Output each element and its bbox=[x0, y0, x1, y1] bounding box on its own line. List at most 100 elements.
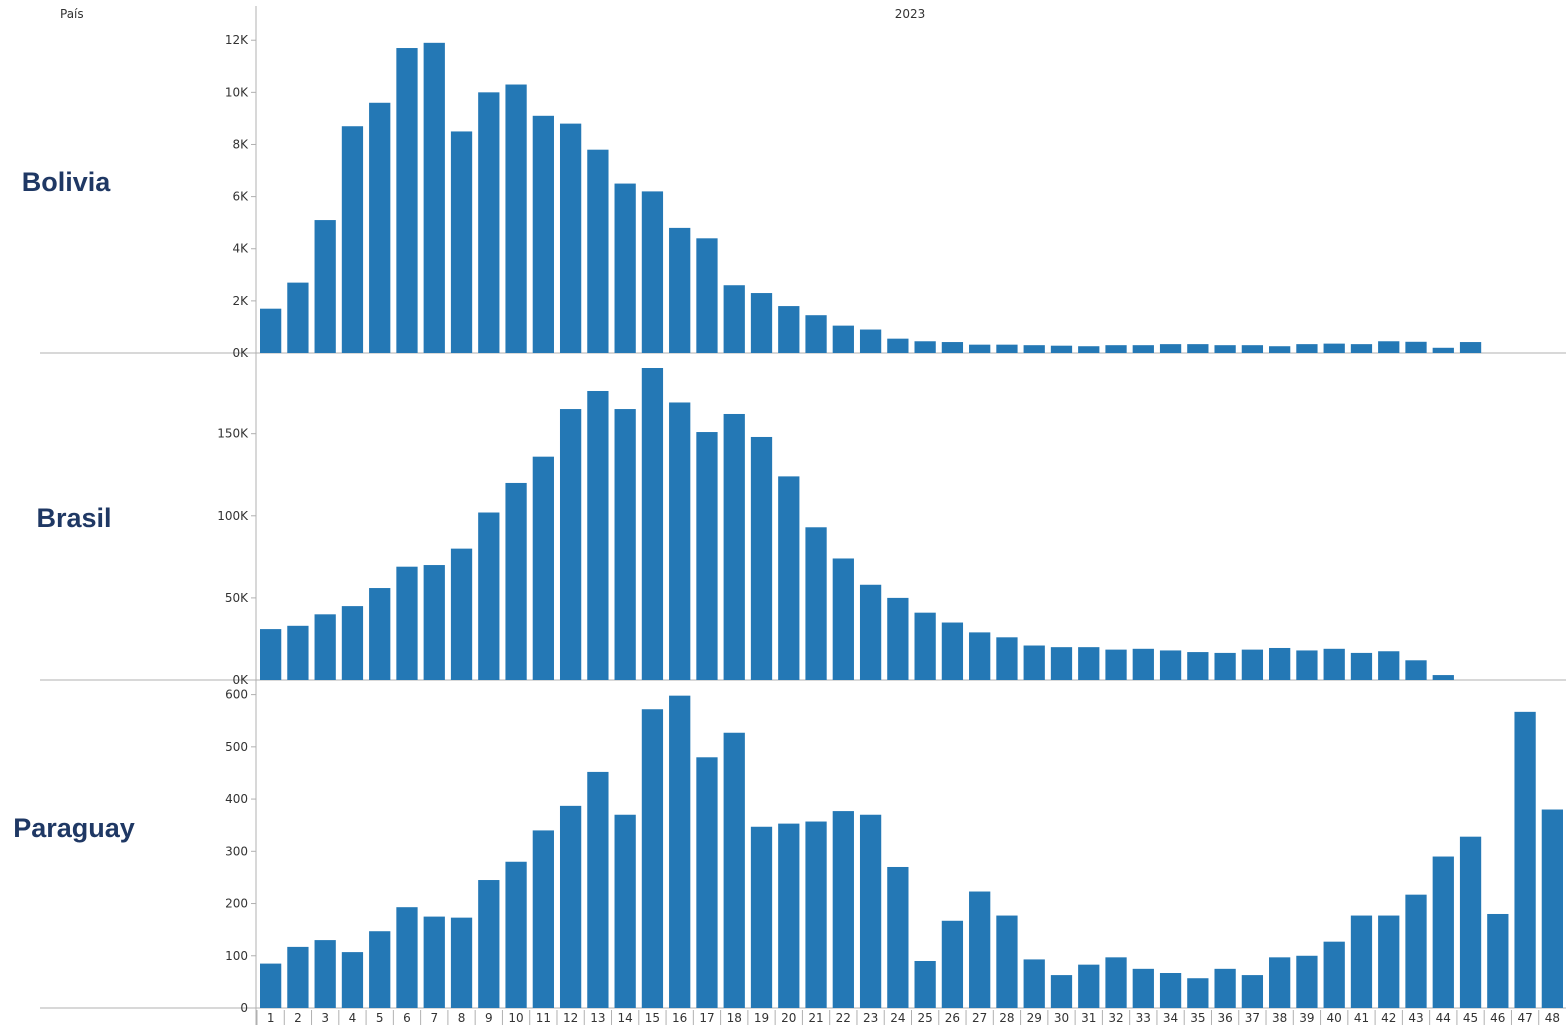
bar-brasil-week-23 bbox=[859, 584, 882, 680]
y-tick-label: 200 bbox=[225, 897, 248, 911]
x-tick-label: 5 bbox=[376, 1011, 384, 1025]
bar-paraguay-week-48 bbox=[1541, 809, 1563, 1008]
chart-panels: Bolivia 0K 2K 4K 6K 8K 10K 12K Brasil 0K 50K 100K 15… bbox=[13, 33, 1566, 1015]
bar-brasil-week-33 bbox=[1132, 648, 1154, 680]
bar-bolivia-week-4 bbox=[341, 126, 364, 353]
x-tick-label: 24 bbox=[890, 1011, 905, 1025]
bar-brasil-week-43 bbox=[1405, 660, 1427, 680]
y-tick-label: 150K bbox=[217, 427, 249, 441]
bar-bolivia-week-13 bbox=[587, 149, 609, 353]
row-field-header: País bbox=[60, 7, 84, 21]
y-tick-label: 300 bbox=[225, 844, 248, 858]
bar-bolivia-week-14 bbox=[614, 183, 636, 353]
bar-brasil-week-35 bbox=[1187, 652, 1209, 680]
bar-paraguay-week-11 bbox=[532, 830, 554, 1008]
bar-bolivia-week-3 bbox=[314, 220, 336, 353]
bar-brasil-week-24 bbox=[887, 597, 909, 680]
x-tick-label: 11 bbox=[536, 1011, 551, 1025]
y-tick-label: 50K bbox=[225, 591, 249, 605]
bar-brasil-week-10 bbox=[505, 482, 527, 680]
x-tick-label: 25 bbox=[917, 1011, 932, 1025]
bar-bolivia-week-45 bbox=[1459, 342, 1482, 353]
x-tick-label: 15 bbox=[645, 1011, 660, 1025]
x-tick-label: 9 bbox=[485, 1011, 493, 1025]
x-tick-label: 40 bbox=[1327, 1011, 1342, 1025]
bar-bolivia-week-34 bbox=[1159, 344, 1182, 353]
x-tick-label: 2 bbox=[294, 1011, 302, 1025]
bar-brasil-week-4 bbox=[341, 606, 364, 680]
bar-bolivia-week-7 bbox=[423, 42, 445, 353]
x-tick-label: 14 bbox=[618, 1011, 633, 1025]
bar-paraguay-week-27 bbox=[969, 891, 991, 1008]
x-tick-label: 42 bbox=[1381, 1011, 1396, 1025]
bar-brasil-week-11 bbox=[532, 456, 554, 680]
bar-paraguay-week-9 bbox=[478, 880, 500, 1008]
bar-brasil-week-2 bbox=[287, 625, 309, 680]
bar-bolivia-week-18 bbox=[723, 285, 745, 353]
bar-bolivia-week-24 bbox=[887, 338, 909, 353]
bar-brasil-week-16 bbox=[669, 402, 691, 680]
bar-paraguay-week-29 bbox=[1023, 959, 1045, 1008]
x-tick-label: 4 bbox=[349, 1011, 357, 1025]
x-tick-label: 45 bbox=[1463, 1011, 1478, 1025]
bar-bolivia-week-30 bbox=[1050, 345, 1073, 353]
bar-bolivia-week-21 bbox=[805, 315, 827, 353]
bar-brasil-week-15 bbox=[641, 368, 664, 680]
bar-paraguay-week-20 bbox=[778, 823, 800, 1008]
y-tick-label: 0 bbox=[240, 1001, 248, 1015]
x-tick-label: 35 bbox=[1190, 1011, 1205, 1025]
row-label: Brasil bbox=[36, 503, 111, 533]
x-tick-label: 18 bbox=[727, 1011, 742, 1025]
bar-bolivia-week-10 bbox=[505, 84, 527, 354]
y-tick-label: 0K bbox=[232, 673, 249, 687]
panel-paraguay: Paraguay 0 100 200 300 400 500 600 bbox=[13, 688, 1566, 1015]
x-tick-label: 31 bbox=[1081, 1011, 1096, 1025]
bar-bolivia-week-36 bbox=[1214, 345, 1236, 353]
x-tick-label: 1 bbox=[267, 1011, 275, 1025]
bar-brasil-week-29 bbox=[1023, 645, 1045, 680]
bar-brasil-week-1 bbox=[260, 629, 282, 680]
x-tick-label: 48 bbox=[1545, 1011, 1560, 1025]
x-tick-label: 12 bbox=[563, 1011, 578, 1025]
bar-paraguay-week-40 bbox=[1323, 941, 1345, 1008]
bar-paraguay-week-46 bbox=[1487, 913, 1509, 1008]
bar-brasil-week-13 bbox=[587, 390, 609, 680]
bar-bolivia-week-28 bbox=[996, 344, 1018, 353]
bar-brasil-week-38 bbox=[1269, 647, 1291, 680]
bar-brasil-week-14 bbox=[614, 409, 636, 680]
bar-paraguay-week-14 bbox=[614, 814, 636, 1008]
bar-brasil-week-9 bbox=[478, 512, 500, 680]
bar-brasil-week-6 bbox=[396, 566, 418, 680]
bar-bolivia-week-40 bbox=[1323, 343, 1345, 353]
bar-bolivia-week-43 bbox=[1405, 341, 1427, 353]
bar-bolivia-week-1 bbox=[260, 308, 282, 353]
bar-paraguay-week-10 bbox=[505, 861, 527, 1008]
y-tick-label: 100 bbox=[225, 949, 248, 963]
x-tick-label: 23 bbox=[863, 1011, 878, 1025]
bar-bolivia-week-11 bbox=[532, 115, 554, 353]
x-tick-label: 38 bbox=[1272, 1011, 1287, 1025]
bar-paraguay-week-36 bbox=[1214, 968, 1236, 1008]
bar-bolivia-week-29 bbox=[1023, 345, 1045, 353]
bar-brasil-week-42 bbox=[1378, 651, 1400, 680]
bar-bolivia-week-22 bbox=[832, 325, 854, 353]
x-tick-label: 37 bbox=[1245, 1011, 1260, 1025]
y-tick-label: 8K bbox=[232, 137, 249, 151]
x-tick-label: 43 bbox=[1408, 1011, 1423, 1025]
bar-brasil-week-31 bbox=[1078, 647, 1100, 680]
bar-paraguay-week-34 bbox=[1159, 973, 1182, 1008]
bar-brasil-week-34 bbox=[1159, 650, 1182, 680]
bar-brasil-week-36 bbox=[1214, 652, 1236, 680]
y-tick-label: 0K bbox=[232, 346, 249, 360]
y-tick-label: 10K bbox=[225, 85, 249, 99]
bar-paraguay-week-45 bbox=[1459, 836, 1482, 1008]
bar-paraguay-week-24 bbox=[887, 866, 909, 1008]
bar-brasil-week-3 bbox=[314, 614, 336, 680]
bar-brasil-week-21 bbox=[805, 527, 827, 680]
bar-paraguay-week-18 bbox=[723, 732, 745, 1008]
x-tick-label: 28 bbox=[999, 1011, 1014, 1025]
bar-paraguay-week-31 bbox=[1078, 964, 1100, 1008]
bar-bolivia-week-19 bbox=[750, 293, 773, 353]
bar-brasil-week-30 bbox=[1050, 647, 1073, 680]
bar-brasil-week-37 bbox=[1241, 649, 1264, 680]
